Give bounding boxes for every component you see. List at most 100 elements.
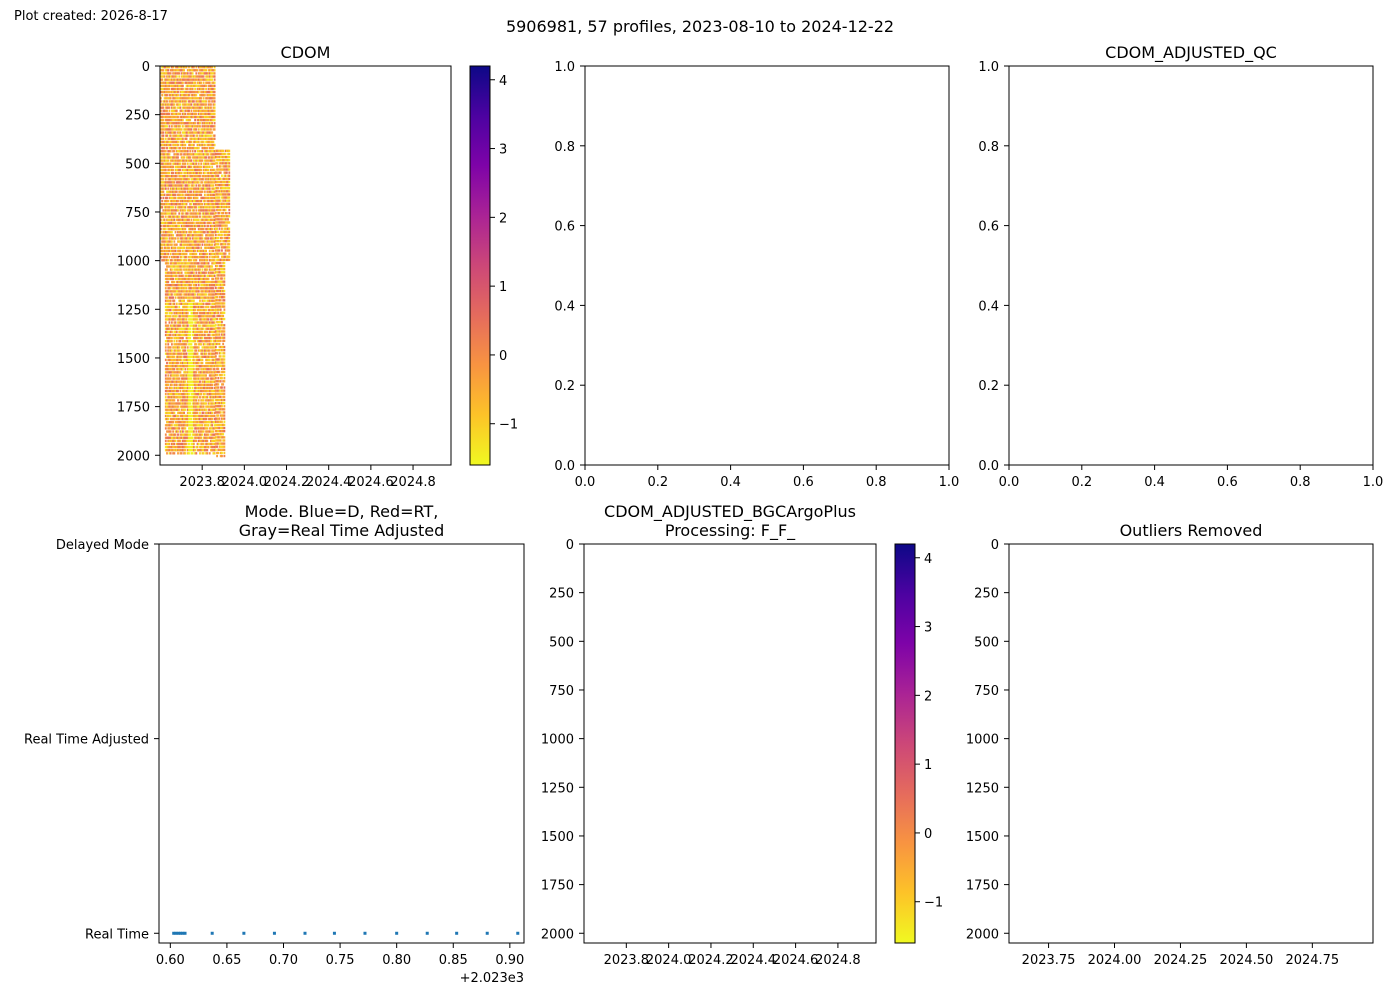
heatmap-cell — [191, 206, 194, 209]
heatmap-cell — [184, 159, 187, 162]
heatmap-cell — [173, 143, 176, 147]
heatmap-cell — [164, 112, 167, 116]
heatmap-cell — [208, 383, 211, 386]
heatmap-cell — [164, 321, 167, 324]
heatmap-cell — [208, 268, 211, 271]
heatmap-cell — [199, 327, 201, 330]
heatmap-cell — [166, 196, 168, 200]
heatmap-cell — [197, 361, 200, 365]
heatmap-cell — [211, 386, 214, 390]
heatmap-cell — [214, 355, 217, 358]
heatmap-cell — [173, 330, 176, 334]
heatmap-cell — [181, 315, 184, 318]
heatmap-cell — [205, 324, 207, 327]
heatmap-cell — [201, 327, 204, 330]
heatmap-cell — [167, 171, 170, 175]
heatmap-cell — [168, 153, 171, 156]
heatmap-cell — [188, 293, 190, 296]
heatmap-cell — [166, 131, 168, 134]
heatmap-cell — [210, 215, 212, 218]
heatmap-cell — [185, 265, 188, 268]
heatmap-cell — [192, 125, 195, 128]
heatmap-cell — [195, 315, 198, 318]
heatmap-cell — [181, 321, 184, 324]
heatmap-cell — [211, 343, 214, 346]
heatmap-cell — [178, 368, 181, 371]
heatmap-cell — [188, 106, 190, 109]
heatmap-cell — [184, 340, 187, 343]
heatmap-cell — [179, 146, 182, 150]
heatmap-cell — [175, 262, 178, 265]
heatmap-cell — [210, 246, 212, 249]
heatmap-cell — [172, 327, 175, 330]
heatmap-cell — [189, 433, 192, 436]
heatmap-cell — [161, 112, 164, 116]
heatmap-cell — [203, 128, 206, 131]
heatmap-cell — [184, 364, 187, 368]
heatmap-cell — [170, 227, 173, 231]
heatmap-cell — [191, 424, 194, 427]
heatmap-cell — [207, 421, 210, 424]
heatmap-cell — [185, 430, 188, 433]
heatmap-cell — [164, 305, 167, 309]
heatmap-cell — [210, 324, 212, 327]
heatmap-cell — [168, 103, 171, 106]
heatmap-cell — [191, 209, 194, 212]
heatmap-cell — [214, 283, 217, 286]
heatmap-cell — [200, 143, 203, 147]
heatmap-cell — [199, 134, 201, 137]
heatmap-cell — [194, 361, 196, 365]
heatmap-cell — [212, 374, 215, 377]
heatmap-cell — [178, 206, 181, 209]
heatmap-cell — [172, 196, 175, 200]
heatmap-cell — [216, 445, 218, 448]
heatmap-cell — [201, 296, 204, 299]
heatmap-cell — [167, 277, 170, 281]
heatmap-cell — [164, 280, 167, 284]
heatmap-cell — [195, 181, 198, 184]
heatmap-cell — [210, 377, 212, 380]
heatmap-cell — [206, 128, 209, 131]
heatmap-cell — [207, 231, 210, 234]
heatmap-cell — [192, 100, 195, 103]
heatmap-cell — [168, 131, 171, 134]
heatmap-cell — [178, 81, 181, 84]
heatmap-cell — [184, 287, 187, 290]
heatmap-cell — [180, 364, 183, 368]
heatmap-cell — [199, 336, 201, 340]
heatmap-cell — [203, 237, 206, 240]
heatmap-cell — [214, 336, 217, 339]
heatmap-cell — [177, 380, 179, 383]
heatmap-cell — [172, 150, 175, 153]
heatmap-cell — [177, 452, 179, 455]
heatmap-cell — [170, 240, 173, 243]
heatmap-cell — [205, 396, 207, 399]
heatmap-cell — [184, 383, 187, 386]
heatmap-cell — [197, 227, 200, 231]
heatmap-cell — [186, 411, 189, 415]
heatmap-cell — [217, 171, 220, 174]
heatmap-cell — [201, 427, 204, 430]
heatmap-cell — [189, 78, 192, 81]
heatmap-cell — [186, 131, 189, 134]
heatmap-cell — [173, 193, 176, 197]
heatmap-cell — [168, 414, 171, 418]
heatmap-cell — [191, 268, 194, 271]
heatmap-cell — [166, 452, 168, 455]
heatmap-cell — [205, 340, 207, 343]
heatmap-cell — [167, 162, 170, 165]
heatmap-cell — [172, 368, 175, 371]
heatmap-cell — [173, 259, 176, 262]
heatmap-cell — [166, 327, 168, 330]
heatmap-cell — [194, 112, 196, 116]
heatmap-cell — [188, 277, 190, 281]
heatmap-cell — [197, 131, 200, 134]
heatmap-cell — [174, 333, 177, 337]
heatmap-cell — [184, 371, 187, 374]
heatmap-cell — [210, 380, 212, 383]
heatmap-cell — [203, 187, 206, 190]
heatmap-cell — [170, 364, 173, 368]
heatmap-cell — [214, 339, 217, 342]
heatmap-cell — [200, 66, 203, 69]
heatmap-cell — [206, 196, 209, 200]
